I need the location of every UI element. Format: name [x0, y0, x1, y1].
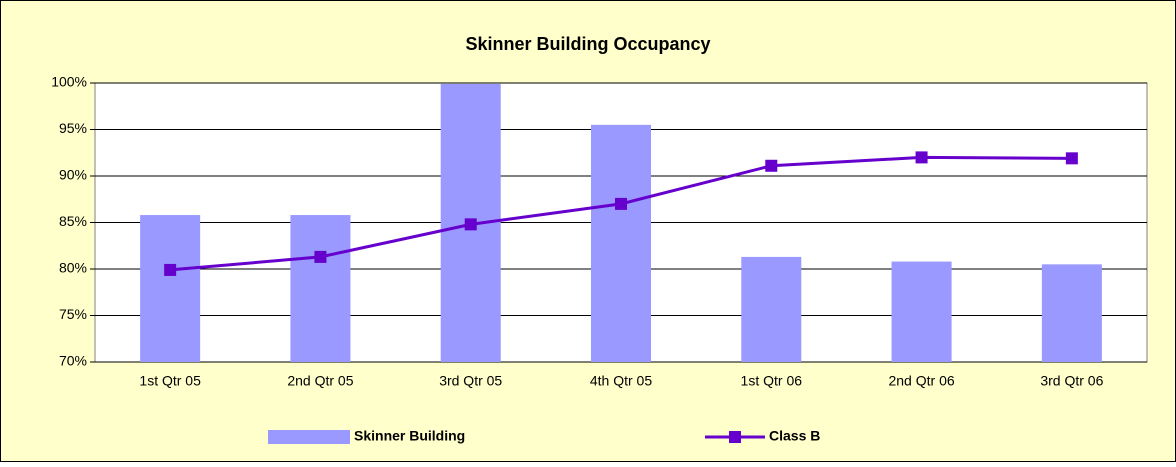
marker — [314, 250, 327, 263]
bar — [891, 261, 952, 362]
y-tick-label: 75% — [59, 306, 87, 322]
marker — [164, 263, 177, 276]
x-tick-label: 2nd Qtr 06 — [888, 373, 954, 389]
legend-marker — [729, 431, 741, 443]
y-tick-label: 80% — [59, 260, 87, 276]
y-tick-label: 70% — [59, 353, 87, 369]
bar — [140, 215, 201, 362]
x-tick-label: 4th Qtr 05 — [590, 373, 652, 389]
chart-title: Skinner Building Occupancy — [465, 34, 710, 54]
y-tick-label: 85% — [59, 213, 87, 229]
x-tick-label: 1st Qtr 06 — [741, 373, 803, 389]
x-tick-label: 1st Qtr 05 — [139, 373, 201, 389]
y-tick-label: 100% — [51, 74, 87, 90]
legend-label: Skinner Building — [354, 428, 465, 444]
bar — [591, 124, 651, 362]
y-tick-label: 90% — [59, 167, 87, 183]
y-tick-label: 95% — [59, 120, 87, 136]
marker — [615, 197, 627, 210]
bar — [290, 215, 351, 362]
marker — [915, 151, 928, 164]
bar — [741, 256, 802, 362]
x-tick-label: 3rd Qtr 06 — [1040, 373, 1103, 389]
marker — [1065, 152, 1078, 165]
marker — [765, 159, 778, 172]
x-tick-label: 2nd Qtr 05 — [287, 373, 353, 389]
legend-label: Class B — [769, 428, 820, 444]
x-tick-label: 3rd Qtr 05 — [439, 373, 502, 389]
bar — [1041, 264, 1102, 362]
marker — [464, 218, 477, 231]
legend-swatch — [268, 430, 350, 444]
